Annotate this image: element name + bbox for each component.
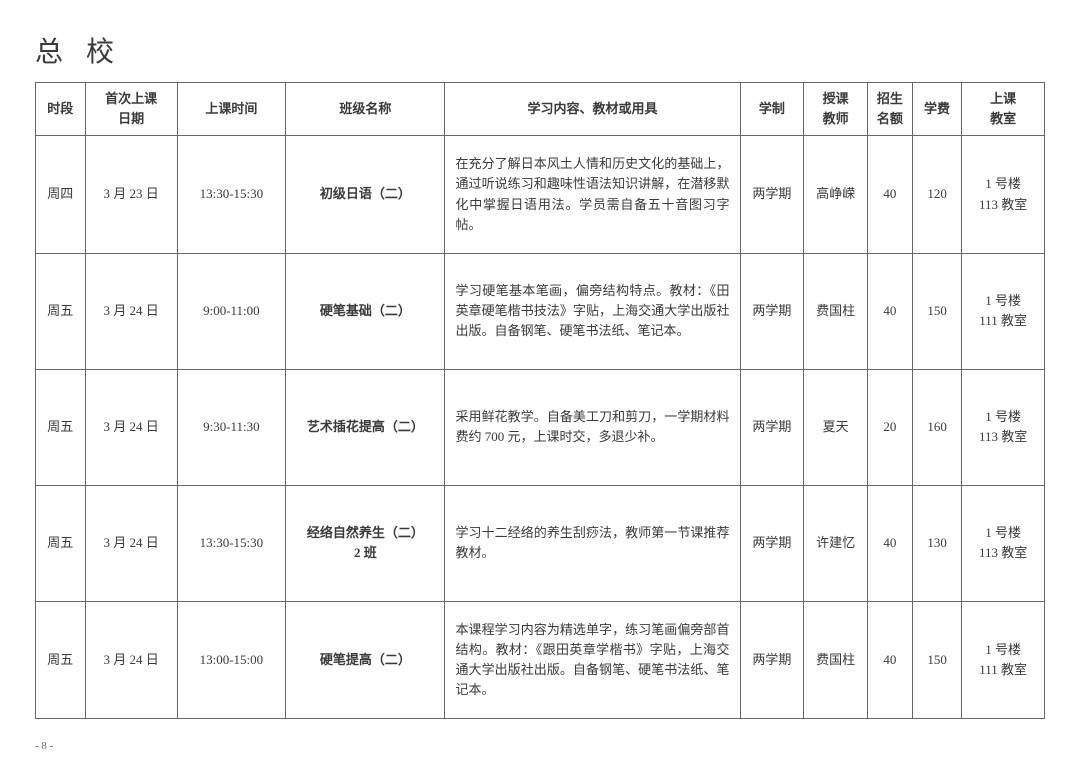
header-quota: 招生名额 xyxy=(867,83,912,136)
cell-room: 1 号楼113 教室 xyxy=(962,485,1045,601)
cell-content: 学习硬笔基本笔画，偏旁结构特点。教材：《田英章硬笔楷书技法》字贴，上海交通大学出… xyxy=(445,253,740,369)
header-day: 时段 xyxy=(36,83,86,136)
table-header-row: 时段 首次上课日期 上课时间 班级名称 学习内容、教材或用具 学制 授课教师 招… xyxy=(36,83,1045,136)
cell-content: 学习十二经络的养生刮痧法，教师第一节课推荐教材。 xyxy=(445,485,740,601)
header-room: 上课教室 xyxy=(962,83,1045,136)
header-class: 班级名称 xyxy=(286,83,445,136)
cell-fee: 150 xyxy=(912,253,962,369)
table-row: 周五3 月 24 日9:30-11:30艺术插花提高（二）采用鲜花教学。自备美工… xyxy=(36,369,1045,485)
cell-date: 3 月 24 日 xyxy=(85,601,177,719)
cell-date: 3 月 24 日 xyxy=(85,485,177,601)
cell-term: 两学期 xyxy=(740,136,804,254)
schedule-table: 时段 首次上课日期 上课时间 班级名称 学习内容、教材或用具 学制 授课教师 招… xyxy=(35,82,1045,719)
cell-term: 两学期 xyxy=(740,601,804,719)
cell-teacher: 费国柱 xyxy=(804,253,868,369)
header-content: 学习内容、教材或用具 xyxy=(445,83,740,136)
cell-time: 9:00-11:00 xyxy=(177,253,286,369)
cell-fee: 160 xyxy=(912,369,962,485)
cell-content: 在充分了解日本风土人情和历史文化的基础上，通过听说练习和趣味性语法知识讲解，在潜… xyxy=(445,136,740,254)
cell-content: 采用鲜花教学。自备美工刀和剪刀，一学期材料费约 700 元，上课时交，多退少补。 xyxy=(445,369,740,485)
cell-quota: 40 xyxy=(867,485,912,601)
cell-day: 周五 xyxy=(36,601,86,719)
page-number: - 8 - xyxy=(35,740,53,752)
header-teacher: 授课教师 xyxy=(804,83,868,136)
cell-date: 3 月 24 日 xyxy=(85,369,177,485)
table-row: 周五3 月 24 日9:00-11:00硬笔基础（二）学习硬笔基本笔画，偏旁结构… xyxy=(36,253,1045,369)
page-title: 总 校 xyxy=(35,30,1045,70)
cell-content: 本课程学习内容为精选单字，练习笔画偏旁部首结构。教材：《跟田英章学楷书》字贴，上… xyxy=(445,601,740,719)
cell-quota: 40 xyxy=(867,253,912,369)
cell-day: 周五 xyxy=(36,369,86,485)
table-row: 周五3 月 24 日13:00-15:00硬笔提高（二）本课程学习内容为精选单字… xyxy=(36,601,1045,719)
cell-room: 1 号楼111 教室 xyxy=(962,601,1045,719)
header-time: 上课时间 xyxy=(177,83,286,136)
cell-class: 初级日语（二） xyxy=(286,136,445,254)
cell-term: 两学期 xyxy=(740,485,804,601)
header-date: 首次上课日期 xyxy=(85,83,177,136)
cell-day: 周五 xyxy=(36,253,86,369)
cell-class: 艺术插花提高（二） xyxy=(286,369,445,485)
cell-quota: 20 xyxy=(867,369,912,485)
cell-time: 13:30-15:30 xyxy=(177,485,286,601)
cell-teacher: 许建忆 xyxy=(804,485,868,601)
cell-quota: 40 xyxy=(867,136,912,254)
header-fee: 学费 xyxy=(912,83,962,136)
cell-class: 经络自然养生（二）2 班 xyxy=(286,485,445,601)
cell-fee: 150 xyxy=(912,601,962,719)
cell-fee: 120 xyxy=(912,136,962,254)
cell-fee: 130 xyxy=(912,485,962,601)
cell-day: 周五 xyxy=(36,485,86,601)
cell-date: 3 月 24 日 xyxy=(85,253,177,369)
table-row: 周四3 月 23 日13:30-15:30初级日语（二）在充分了解日本风土人情和… xyxy=(36,136,1045,254)
cell-date: 3 月 23 日 xyxy=(85,136,177,254)
cell-teacher: 夏天 xyxy=(804,369,868,485)
cell-time: 13:30-15:30 xyxy=(177,136,286,254)
cell-class: 硬笔基础（二） xyxy=(286,253,445,369)
cell-room: 1 号楼113 教室 xyxy=(962,369,1045,485)
cell-term: 两学期 xyxy=(740,253,804,369)
cell-teacher: 高峥嵘 xyxy=(804,136,868,254)
cell-time: 13:00-15:00 xyxy=(177,601,286,719)
cell-time: 9:30-11:30 xyxy=(177,369,286,485)
cell-teacher: 费国柱 xyxy=(804,601,868,719)
cell-day: 周四 xyxy=(36,136,86,254)
cell-class: 硬笔提高（二） xyxy=(286,601,445,719)
cell-quota: 40 xyxy=(867,601,912,719)
cell-room: 1 号楼113 教室 xyxy=(962,136,1045,254)
header-term: 学制 xyxy=(740,83,804,136)
cell-room: 1 号楼111 教室 xyxy=(962,253,1045,369)
table-row: 周五3 月 24 日13:30-15:30经络自然养生（二）2 班学习十二经络的… xyxy=(36,485,1045,601)
cell-term: 两学期 xyxy=(740,369,804,485)
